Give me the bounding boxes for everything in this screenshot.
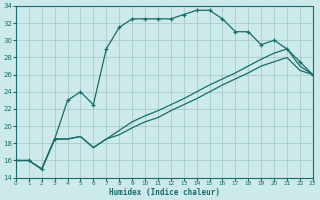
X-axis label: Humidex (Indice chaleur): Humidex (Indice chaleur) xyxy=(109,188,220,197)
